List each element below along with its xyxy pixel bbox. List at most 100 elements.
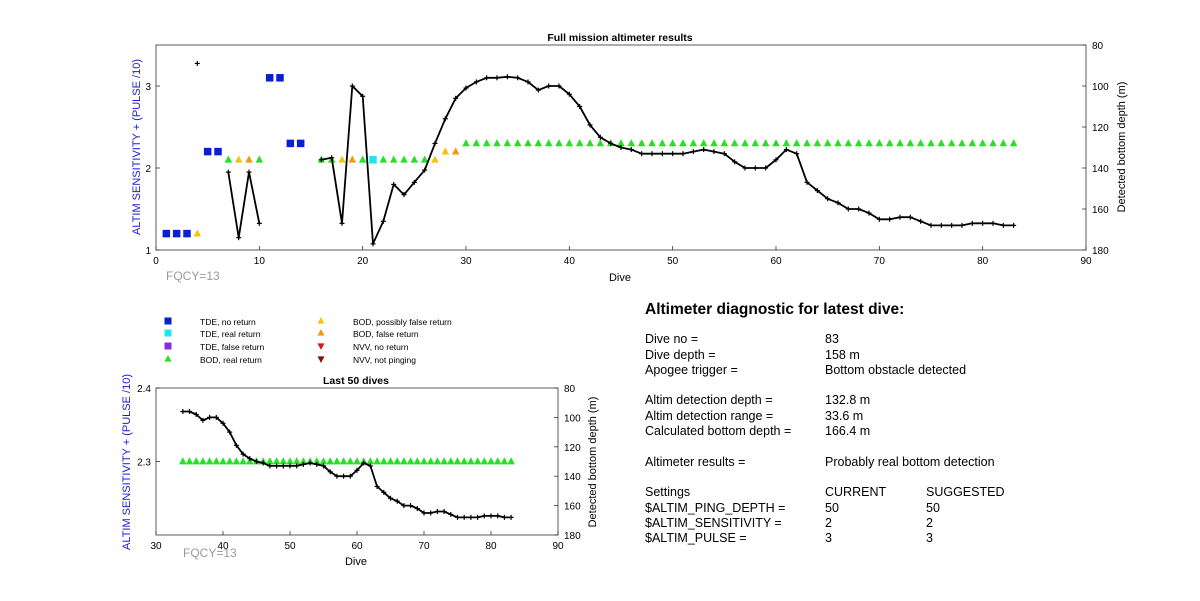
tde-no-return-marker	[203, 147, 212, 156]
bottom-depth-point	[804, 179, 810, 185]
bottom-depth-point	[773, 157, 779, 163]
bod-real-return-marker	[927, 139, 935, 147]
bottom-depth-point	[354, 467, 360, 473]
bod-real-return-marker	[534, 139, 543, 147]
bod-real-return-marker	[565, 139, 574, 147]
dive-no-row: Dive no = 83	[645, 332, 1165, 347]
setting-row: $ALTIM_PULSE = 3 3	[645, 531, 1165, 546]
tde-no-return-marker	[172, 229, 181, 238]
y-tick-label-left: 2.4	[137, 384, 151, 395]
x-tick-label: 40	[564, 256, 576, 267]
x-tick-label: 80	[977, 256, 989, 267]
altim-detection-depth-row: Altim detection depth = 132.8 m	[645, 393, 1165, 408]
tde-false-return-legend-marker	[164, 342, 172, 350]
bottom-depth-point	[187, 409, 192, 415]
altimeter-diagnostic-panel: Altimeter diagnostic for latest dive: Di…	[645, 302, 1165, 546]
x-tick-label: 0	[153, 256, 159, 267]
bod-real-return-marker	[730, 139, 739, 147]
bod-real-return-marker	[844, 139, 853, 147]
bod-false-return-marker	[348, 155, 357, 163]
bod-real-return-marker	[313, 457, 321, 465]
tde-no-return-legend-marker	[164, 317, 172, 325]
bod-real-return-marker	[637, 139, 646, 147]
y-tick-label-left: 2	[145, 164, 151, 175]
bod-possibly-false-return-marker	[431, 155, 439, 163]
x-tick-label: 60	[770, 256, 782, 267]
tde-no-return-marker	[296, 139, 305, 148]
bottom-depth-point	[783, 147, 789, 153]
bottom-depth-point	[367, 463, 373, 469]
tde-real-return-marker	[369, 156, 377, 164]
bottom-depth-point	[463, 85, 469, 91]
bottom-depth-point	[388, 495, 393, 501]
apogee-value: Bottom obstacle detected	[825, 362, 967, 377]
bod-real-return-marker	[772, 139, 780, 147]
bod-real-return-marker	[720, 139, 729, 147]
bod-real-return-marker	[400, 457, 408, 465]
dive-depth-label: Dive depth =	[645, 347, 716, 362]
setting-row: $ALTIM_PING_DEPTH = 50 50	[645, 501, 1165, 516]
bottom-depth-point	[597, 134, 603, 140]
bottom-depth-point	[339, 220, 345, 226]
bottom-depth-point	[907, 214, 913, 220]
legend-label: TDE, false return	[200, 342, 265, 352]
altim-detection-depth-value: 132.8 m	[825, 393, 871, 408]
x-tick-label: 60	[351, 541, 363, 552]
bod-real-return-marker	[617, 139, 625, 147]
y-tick-label-right: 100	[564, 413, 581, 424]
bottom-depth-point	[247, 456, 253, 462]
bod-real-return-marker	[333, 457, 341, 465]
bod-real-return-marker	[467, 457, 475, 465]
bottom-depth-point	[473, 79, 479, 85]
bottom-depth-point	[349, 83, 355, 89]
y-tick-label-right: 180	[1092, 246, 1109, 257]
tde-no-return-marker	[276, 74, 284, 82]
bod-real-return-marker	[989, 139, 997, 147]
legend-item-nvv-not-pinging: NVV, not pinging	[317, 355, 416, 365]
bod-real-return-marker	[185, 457, 194, 465]
bottom-depth-point	[360, 93, 366, 99]
y-tick-label-left: 1	[145, 246, 151, 257]
legend-item-tde-false-return: TDE, false return	[164, 342, 265, 352]
nvv-no-return-legend-marker	[317, 343, 325, 350]
bod-real-return-marker	[453, 457, 462, 465]
bod-real-return-marker	[968, 139, 977, 147]
bottom-depth-point	[488, 513, 494, 519]
bod-real-return-marker	[803, 139, 811, 147]
x-tick-label: 50	[667, 256, 679, 267]
apogee-row: Apogee trigger = Bottom obstacle detected	[645, 363, 1165, 378]
bottom-depth-point	[897, 214, 903, 220]
bod-real-return-marker	[266, 457, 274, 465]
bottom-depth-point	[233, 442, 239, 448]
bottom-depth-point	[256, 220, 262, 226]
bottom-depth-point	[501, 514, 507, 520]
altimeter-results-value: Probably real bottom detection	[825, 454, 995, 469]
legend-item-tde-real-return: TDE, real return	[164, 329, 261, 339]
diagnostic-title: Altimeter diagnostic for latest dive:	[645, 301, 905, 318]
bottom-depth-point	[969, 220, 975, 226]
bottom-depth-point	[213, 414, 219, 420]
bottom-depth-point	[639, 151, 645, 157]
bottom-depth-point	[225, 169, 231, 175]
bottom-depth-point	[742, 165, 748, 171]
settings-header: Settings	[645, 485, 691, 500]
bottom-depth-point	[721, 151, 727, 157]
bod-real-return-marker	[462, 139, 470, 147]
bod-real-return-marker	[480, 457, 489, 465]
setting-suggested: 50	[926, 500, 940, 515]
bottom-depth-point	[752, 165, 758, 171]
bod-real-return-marker	[400, 155, 408, 163]
bottom-depth-point	[618, 145, 624, 150]
bod-real-return-marker	[212, 457, 221, 465]
bod-real-return-marker	[224, 155, 233, 163]
legend-label: BOD, real return	[200, 355, 262, 365]
legend: TDE, no return TDE, real return TDE, false…	[164, 317, 452, 365]
x-tick-label: 70	[418, 541, 430, 552]
y-axis-label-right: Detected bottom depth (m)	[1116, 82, 1128, 213]
bottom-depth-point	[468, 514, 474, 520]
bod-real-return-marker	[865, 139, 873, 147]
legend-label: NVV, no return	[353, 342, 409, 352]
x-tick-label: 50	[284, 541, 296, 552]
bod-real-return-marker	[782, 139, 791, 147]
